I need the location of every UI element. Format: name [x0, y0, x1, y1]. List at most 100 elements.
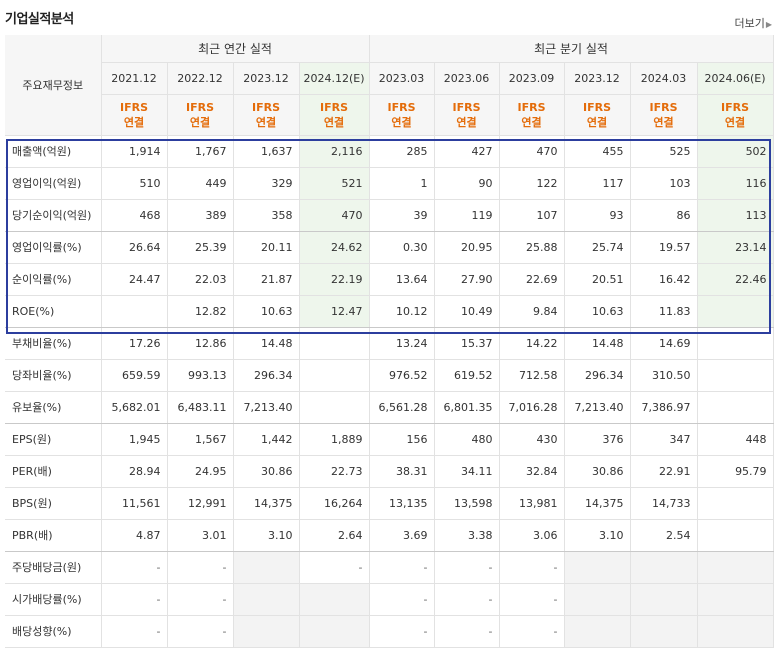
table-cell: 13,981	[499, 487, 565, 520]
ifrs-consolidated-label: 연결	[189, 115, 211, 129]
ifrs-label: IFRS	[452, 100, 481, 114]
table-cell: 455	[564, 135, 631, 168]
table-cell: 117	[564, 167, 631, 200]
period-header: 2023.06	[434, 62, 500, 95]
ifrs-consolidated-label: 연결	[586, 115, 608, 129]
table-cell: -	[368, 551, 435, 584]
ifrs-header: IFRS 연결	[697, 94, 774, 136]
table-cell: -	[299, 551, 370, 584]
table-cell	[697, 487, 774, 520]
row-label: BPS(원)	[5, 487, 102, 520]
table-cell: 468	[101, 199, 168, 232]
table-cell: 25.88	[499, 231, 565, 264]
table-cell: 1,889	[299, 423, 370, 456]
table-cell	[630, 583, 698, 616]
table-cell: 7,213.40	[233, 391, 300, 424]
table-cell	[299, 583, 370, 616]
table-row: ROE(%) 12.82 10.63 12.47 10.12 10.49 9.84 10.63…	[5, 295, 774, 328]
table-cell	[697, 583, 774, 616]
table-cell: -	[167, 583, 234, 616]
table-cell: -	[368, 615, 435, 648]
table-row: 부채비율(%) 17.26 12.86 14.48 13.24 15.37 14.22 14.…	[5, 327, 774, 360]
table-cell: 14,375	[564, 487, 631, 520]
table-cell	[630, 551, 698, 584]
table-cell: 13.64	[368, 263, 435, 296]
row-label: ROE(%)	[5, 295, 102, 328]
table-cell: 310.50	[630, 359, 698, 392]
table-row: 유보율(%) 5,682.01 6,483.11 7,213.40 6,561.28 6,…	[5, 391, 774, 424]
ifrs-label: IFRS	[120, 100, 148, 114]
table-cell	[630, 615, 698, 648]
table-cell: 10.49	[434, 295, 500, 328]
table-cell: 347	[630, 423, 698, 456]
table-cell: 14.48	[564, 327, 631, 360]
row-label: 부채비율(%)	[5, 327, 102, 360]
table-cell: -	[434, 551, 500, 584]
table-cell: 93	[564, 199, 631, 232]
table-cell	[233, 583, 300, 616]
table-cell: 90	[434, 167, 500, 200]
financial-table: 주요재무정보 최근 연간 실적 최근 분기 실적 2021.12 2022.12 2…	[5, 35, 774, 648]
ifrs-header: IFRS 연결	[499, 94, 565, 136]
table-cell: 11.83	[630, 295, 698, 328]
table-cell: -	[499, 615, 565, 648]
row-label: 배당성향(%)	[5, 615, 102, 648]
table-cell: 0.30	[368, 231, 435, 264]
table-cell: 39	[368, 199, 435, 232]
ifrs-header: IFRS 연결	[299, 94, 370, 136]
table-cell: 3.69	[368, 519, 435, 552]
table-cell: 14,733	[630, 487, 698, 520]
table-cell	[101, 295, 168, 328]
row-label: 영업이익률(%)	[5, 231, 102, 264]
table-cell: 20.11	[233, 231, 300, 264]
section-title: 기업실적분석	[5, 12, 74, 27]
table-cell: 976.52	[368, 359, 435, 392]
table-cell: 3.06	[499, 519, 565, 552]
table-cell	[299, 359, 370, 392]
ifrs-consolidated-label: 연결	[653, 115, 674, 129]
table-cell: 296.34	[233, 359, 300, 392]
table-cell: -	[434, 583, 500, 616]
table-cell: 376	[564, 423, 631, 456]
table-cell: 13.24	[368, 327, 435, 360]
table-cell: 95.79	[697, 455, 774, 488]
table-cell	[564, 583, 631, 616]
ifrs-header: IFRS 연결	[368, 94, 435, 136]
table-cell: 113	[697, 199, 774, 232]
table-cell: 12.86	[167, 327, 234, 360]
table-cell: 525	[630, 135, 698, 168]
table-cell	[697, 327, 774, 360]
table-cell: 10.63	[564, 295, 631, 328]
period-header: 2024.06(E)	[697, 62, 774, 95]
table-cell: 427	[434, 135, 500, 168]
table-cell: -	[499, 551, 565, 584]
table-cell: -	[499, 583, 565, 616]
table-cell	[299, 327, 370, 360]
table-cell: 358	[233, 199, 300, 232]
table-cell: 34.11	[434, 455, 500, 488]
table-cell	[299, 391, 370, 424]
table-cell	[564, 551, 631, 584]
table-cell: -	[101, 615, 168, 648]
table-cell: 17.26	[101, 327, 168, 360]
table-cell: 16.42	[630, 263, 698, 296]
table-cell: 1,914	[101, 135, 168, 168]
table-cell: 13,598	[434, 487, 500, 520]
table-cell: 16,264	[299, 487, 370, 520]
ifrs-consolidated-label: 연결	[323, 115, 345, 129]
table-cell	[697, 391, 774, 424]
table-cell: -	[368, 583, 435, 616]
more-link[interactable]: 더보기▶	[734, 15, 772, 31]
table-cell: 712.58	[499, 359, 565, 392]
table-row: PER(배) 28.94 24.95 30.86 22.73 38.31 34.11 32.8…	[5, 455, 774, 488]
table-row: 주당배당금(원) - - - - - -	[5, 551, 774, 584]
table-cell: 12.47	[299, 295, 370, 328]
row-label: 당기순이익(억원)	[5, 199, 102, 232]
table-cell: 12.82	[167, 295, 234, 328]
table-cell: 116	[697, 167, 774, 200]
row-label: 시가배당률(%)	[5, 583, 102, 616]
table-cell: 27.90	[434, 263, 500, 296]
ifrs-consolidated-label: 연결	[255, 115, 277, 129]
table-cell: 20.95	[434, 231, 500, 264]
table-row: 매출액(억원) 1,914 1,767 1,637 2,116 285 427 470 455 5…	[5, 135, 774, 168]
